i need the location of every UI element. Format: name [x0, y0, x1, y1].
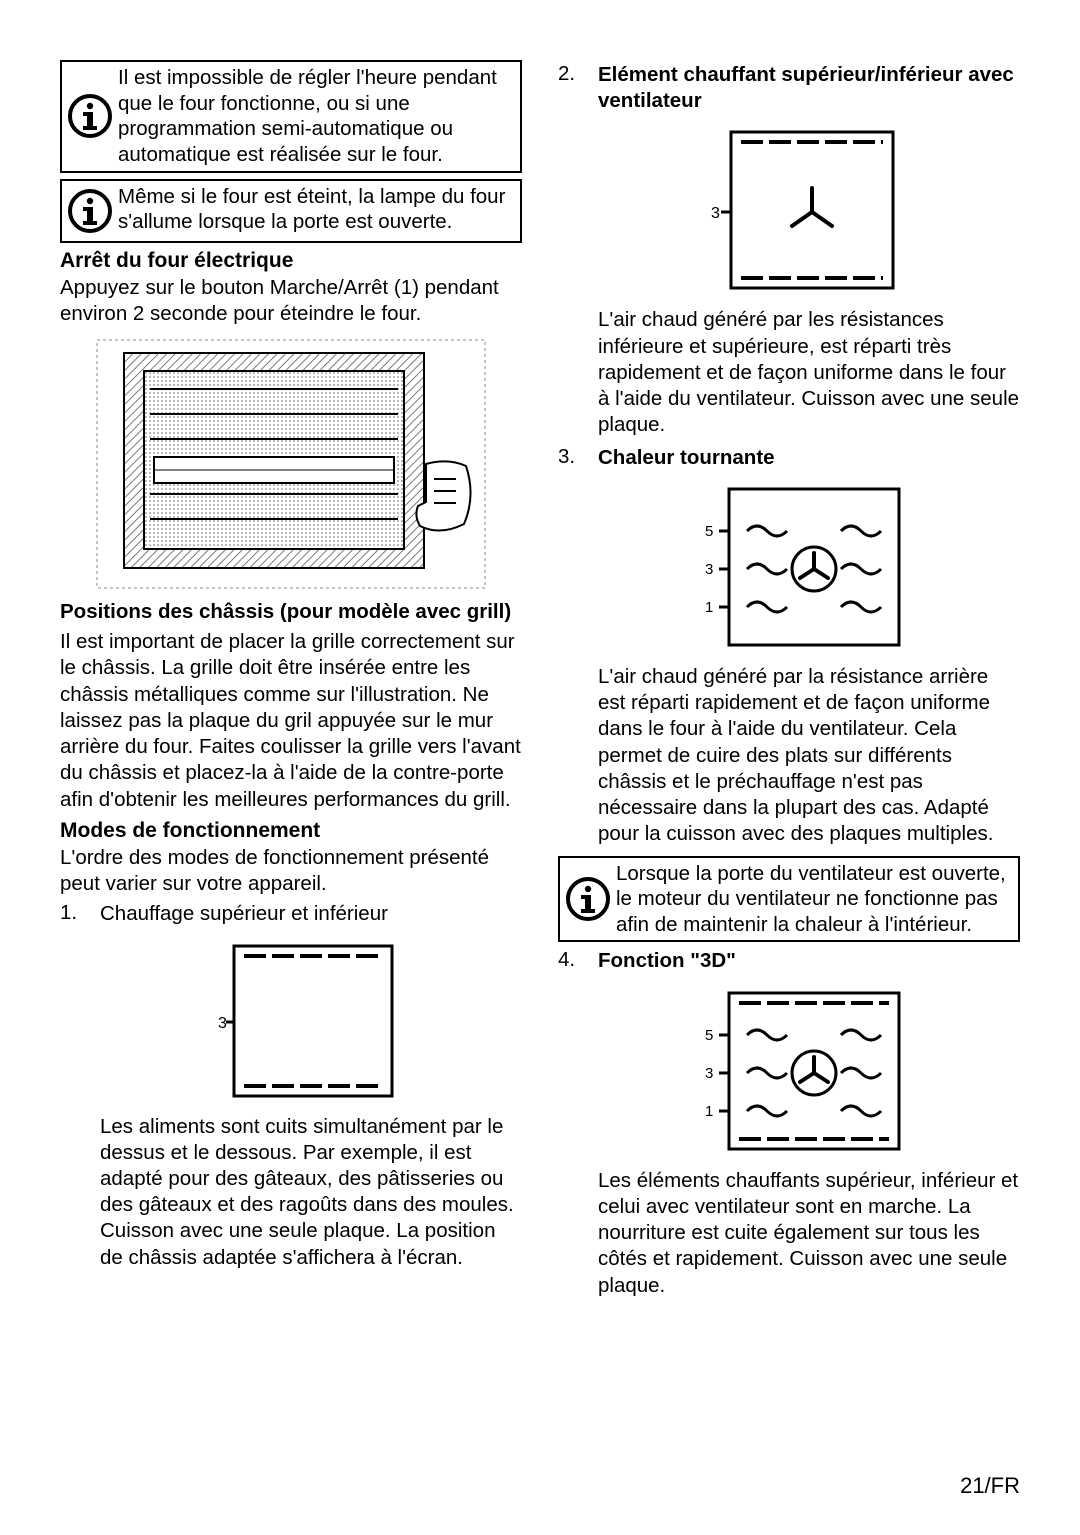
page-number: 21/FR [960, 1473, 1020, 1499]
rack-label: 3 [218, 1015, 227, 1032]
paragraph: Les éléments chauffants supérieur, infér… [598, 1168, 1020, 1299]
rack-label: 3 [705, 1065, 713, 1082]
paragraph: Les aliments sont cuits simultanément pa… [100, 1114, 522, 1271]
oven-figure [60, 331, 522, 595]
paragraph: L'air chaud généré par la résistance arr… [598, 664, 1020, 848]
two-column-layout: Il est impossible de régler l'heure pend… [60, 60, 1020, 1303]
subsection-title-positions: Positions des châssis (pour modèle avec … [60, 599, 522, 625]
info-text: Même si le four est éteint, la lampe du … [118, 181, 520, 238]
info-box-lamp: Même si le four est éteint, la lampe du … [60, 179, 522, 243]
section-title-arret: Arrêt du four électrique [60, 249, 522, 273]
info-text: Lorsque la porte du ventilateur est ouve… [616, 858, 1018, 941]
list-number: 1. [60, 901, 86, 1275]
list-number: 4. [558, 948, 584, 1302]
rack-label: 3 [705, 561, 713, 578]
rack-label: 5 [705, 523, 713, 540]
info-box-fan-door: Lorsque la porte du ventilateur est ouve… [558, 856, 1020, 943]
rack-label: 1 [705, 599, 713, 616]
mode3-figure: 5 3 1 [598, 475, 1020, 664]
mode-item-1: 1. Chauffage supérieur et inférieur [60, 901, 522, 1275]
mode-title: Chauffage supérieur et inférieur [100, 901, 522, 927]
rack-label: 5 [705, 1027, 713, 1044]
section-title-modes: Modes de fonctionnement [60, 819, 522, 843]
mode-title: Fonction "3D" [598, 948, 1020, 974]
paragraph: Il est important de placer la grille cor… [60, 629, 522, 813]
info-text: Il est impossible de régler l'heure pend… [118, 62, 520, 171]
list-number: 2. [558, 62, 584, 443]
left-column: Il est impossible de régler l'heure pend… [60, 60, 522, 1303]
info-box-time-setting: Il est impossible de régler l'heure pend… [60, 60, 522, 173]
paragraph: L'air chaud généré par les résistances i… [598, 307, 1020, 438]
mode-item-3: 3. Chaleur tournante [558, 445, 1020, 852]
paragraph: L'ordre des modes de fonctionnement prés… [60, 845, 522, 897]
info-icon [560, 858, 616, 941]
rack-label: 3 [711, 205, 720, 222]
manual-page: Il est impossible de régler l'heure pend… [0, 0, 1080, 1535]
mode2-figure: 3 [598, 118, 1020, 307]
mode-item-4: 4. Fonction "3D" [558, 948, 1020, 1302]
right-column: 2. Elément chauffant supérieur/inférieur… [558, 60, 1020, 1303]
mode1-figure: 3 [100, 932, 522, 1114]
info-icon [62, 62, 118, 171]
mode4-figure: 5 3 1 [598, 979, 1020, 1168]
mode-title: Elément chauffant supérieur/inférieur av… [598, 62, 1020, 114]
mode-item-2: 2. Elément chauffant supérieur/inférieur… [558, 62, 1020, 443]
info-icon [62, 181, 118, 241]
paragraph: Appuyez sur le bouton Marche/Arrêt (1) p… [60, 275, 522, 327]
mode-title: Chaleur tournante [598, 445, 1020, 471]
list-number: 3. [558, 445, 584, 852]
rack-label: 1 [705, 1103, 713, 1120]
